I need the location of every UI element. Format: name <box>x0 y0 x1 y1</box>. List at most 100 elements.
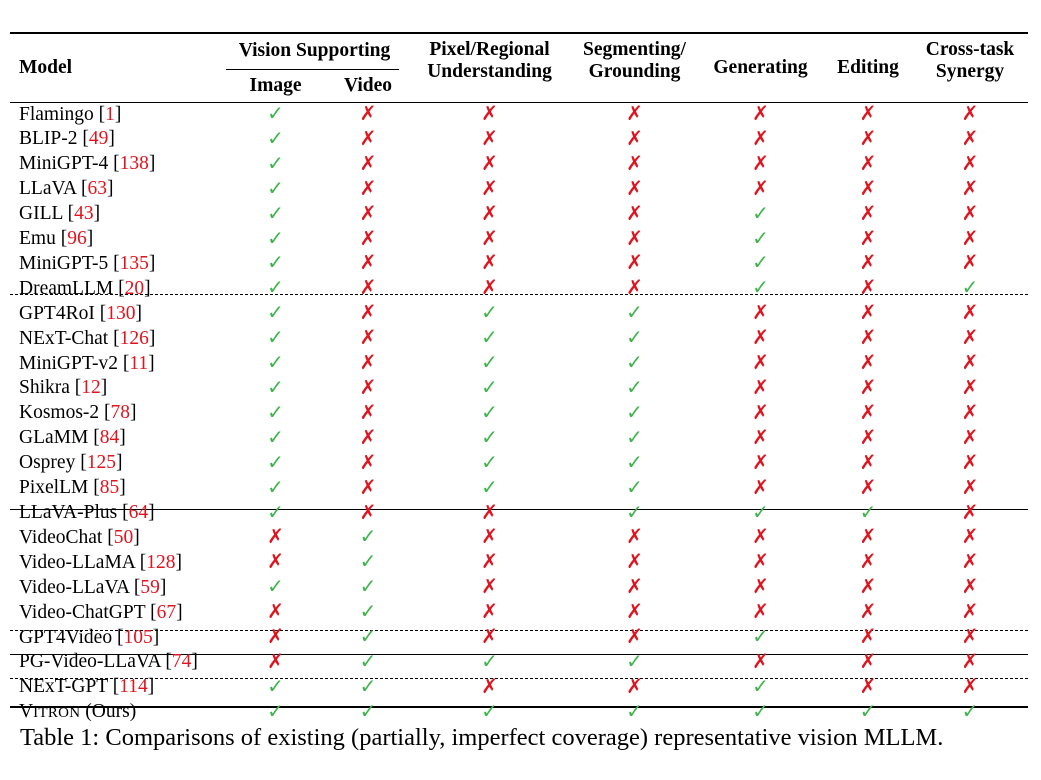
citation-link[interactable]: 49 <box>88 128 109 150</box>
segmenting-cell: ✗ <box>572 151 697 177</box>
cross-mark-icon: ✗ <box>859 599 877 624</box>
check-mark-icon: ✓ <box>267 399 284 424</box>
model-name-initial: V <box>19 700 34 722</box>
citation-link[interactable]: 78 <box>110 402 131 424</box>
citation-link[interactable]: 128 <box>146 551 176 573</box>
check-mark-icon: ✓ <box>359 574 377 599</box>
cross-mark-icon: ✗ <box>481 574 498 599</box>
cross-mark-icon: ✗ <box>859 624 877 649</box>
citation-link[interactable]: 64 <box>128 502 149 523</box>
citation-link[interactable]: 135 <box>119 252 149 274</box>
citation-link[interactable]: 114 <box>119 676 148 698</box>
citation-link[interactable]: 125 <box>86 452 116 474</box>
header-segmenting: Segmenting/ Grounding <box>572 33 697 102</box>
cross-mark-icon: ✗ <box>752 399 769 424</box>
check-mark-icon: ✓ <box>267 101 284 125</box>
image-cell: ✓ <box>222 399 329 426</box>
cross-mark-icon: ✗ <box>961 225 979 250</box>
image-cell: ✓ <box>222 500 329 526</box>
citation-link[interactable]: 74 <box>171 651 192 673</box>
segmenting-cell: ✗ <box>572 275 697 301</box>
cross-mark-icon: ✗ <box>859 325 877 350</box>
citation-link[interactable]: 50 <box>113 526 134 548</box>
check-mark-icon: ✓ <box>626 699 643 724</box>
table-row: GLaMM [84] ✓ ✗ ✓ ✓ ✗ ✗ ✗ <box>10 425 1028 451</box>
editing-cell: ✗ <box>824 425 912 451</box>
cross-mark-icon: ✗ <box>859 200 877 225</box>
cross-mark-icon: ✗ <box>267 599 284 624</box>
model-name: Flamingo <box>19 103 94 125</box>
model-name: Video-LLaMA <box>19 551 135 573</box>
check-mark-icon: ✓ <box>481 648 498 673</box>
citation-link[interactable]: 105 <box>123 626 153 648</box>
check-mark-icon: ✓ <box>359 549 377 574</box>
cross-mark-icon: ✗ <box>752 449 769 474</box>
citation-link[interactable]: 85 <box>99 477 120 499</box>
editing-cell: ✗ <box>824 151 912 177</box>
model-name-suffix: (Ours) <box>80 700 137 722</box>
cross-task-cell: ✗ <box>912 475 1028 501</box>
citation-link[interactable]: 59 <box>140 576 160 598</box>
generating-cell: ✗ <box>697 549 824 575</box>
video-cell: ✗ <box>329 226 407 252</box>
check-mark-icon: ✓ <box>267 673 284 698</box>
citation-link[interactable]: 138 <box>119 153 149 175</box>
check-mark-icon: ✓ <box>267 175 284 200</box>
model-name-cell: LLaVA-Plus [64] <box>19 502 155 523</box>
model-name: Osprey <box>19 452 76 474</box>
citation-link[interactable]: 130 <box>106 302 136 324</box>
generating-cell: ✗ <box>697 574 824 600</box>
video-cell: ✗ <box>329 101 407 127</box>
image-cell: ✓ <box>222 151 329 177</box>
generating-cell: ✗ <box>697 375 824 401</box>
citation-link[interactable]: 126 <box>119 327 149 349</box>
generating-cell: ✓ <box>697 275 824 301</box>
cross-task-cell: ✗ <box>912 425 1028 451</box>
cross-mark-icon: ✗ <box>859 648 877 673</box>
cross-mark-icon: ✗ <box>752 350 769 375</box>
cross-mark-icon: ✗ <box>481 275 498 300</box>
table-row: GILL [43] ✓ ✗ ✗ ✗ ✓ ✗ ✗ <box>10 200 1028 227</box>
segmenting-cell: ✓ <box>572 400 697 426</box>
editing-cell: ✗ <box>824 250 912 276</box>
citation-link[interactable]: 1 <box>105 103 115 125</box>
cross-mark-icon: ✗ <box>481 250 498 275</box>
citation-link[interactable]: 67 <box>156 601 177 623</box>
image-cell: ✓ <box>222 425 329 451</box>
cross-mark-icon: ✗ <box>961 399 979 424</box>
table-row: GPT4RoI [130] ✓ ✗ ✓ ✓ ✗ ✗ ✗ <box>10 300 1028 326</box>
video-cell: ✗ <box>329 450 407 476</box>
citation-link[interactable]: 12 <box>81 377 101 399</box>
cross-mark-icon: ✗ <box>481 673 498 698</box>
check-mark-icon: ✓ <box>961 275 979 300</box>
cross-mark-icon: ✗ <box>481 225 498 250</box>
citation-link[interactable]: 96 <box>67 228 87 250</box>
video-cell: ✓ <box>329 649 407 675</box>
image-cell: ✓ <box>222 126 329 152</box>
citation-link[interactable]: 11 <box>129 352 149 374</box>
cross-mark-icon: ✗ <box>859 175 877 200</box>
editing-cell: ✓ <box>824 699 912 726</box>
cross-mark-icon: ✗ <box>961 150 979 175</box>
editing-cell: ✗ <box>824 200 912 227</box>
video-cell: ✓ <box>329 574 407 600</box>
pixel-regional-cell: ✗ <box>407 201 572 227</box>
cross-task-cell: ✗ <box>912 225 1028 252</box>
segmenting-cell: ✓ <box>572 425 697 451</box>
citation-link[interactable]: 84 <box>99 427 120 449</box>
header-segmenting-line2: Grounding <box>588 61 681 82</box>
citation-link[interactable]: 63 <box>87 178 107 200</box>
check-mark-icon: ✓ <box>961 699 979 724</box>
image-cell: ✓ <box>222 450 329 476</box>
model-name-cell: BLIP-2 [49] <box>19 128 115 150</box>
check-mark-icon: ✓ <box>267 325 284 350</box>
citation-link[interactable]: 43 <box>74 203 94 225</box>
cross-mark-icon: ✗ <box>359 300 377 325</box>
table-row: NExT-Chat [126] ✓ ✗ ✓ ✓ ✗ ✗ ✗ <box>10 325 1028 351</box>
cross-mark-icon: ✗ <box>859 549 877 574</box>
citation-link[interactable]: 20 <box>124 277 145 299</box>
pixel-regional-cell: ✓ <box>407 475 572 501</box>
editing-cell: ✗ <box>824 300 912 326</box>
model-name-cell: MiniGPT-5 [135] <box>19 252 156 274</box>
cross-mark-icon: ✗ <box>481 549 498 574</box>
